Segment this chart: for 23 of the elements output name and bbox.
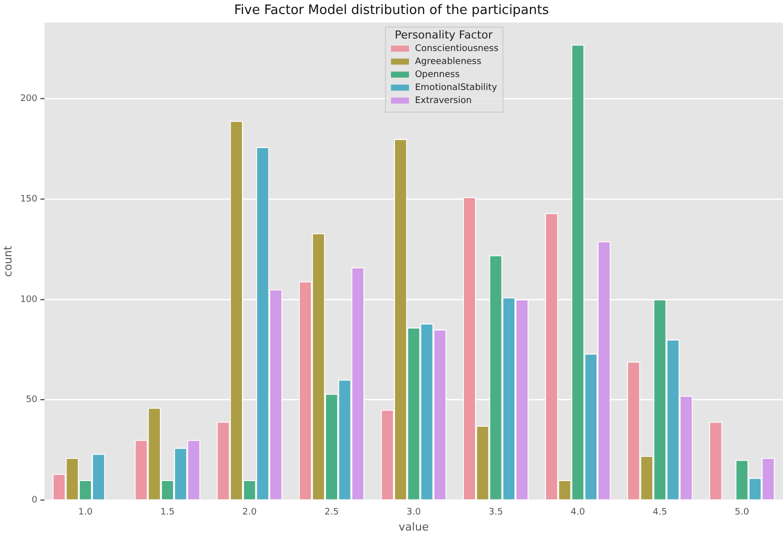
x-tick-label: 3.0 — [406, 508, 422, 518]
y-tick-label: 0 — [32, 495, 38, 506]
x-tick-label: 1.0 — [78, 508, 93, 518]
legend-title: Personality Factor — [394, 28, 494, 42]
x-tick-label: 1.5 — [160, 508, 175, 518]
legend-label: Openness — [414, 70, 460, 80]
chart-title: Five Factor Model distribution of the participants — [234, 3, 550, 18]
y-tick-label: 150 — [20, 194, 38, 204]
legend-label: EmotionalStability — [414, 82, 498, 93]
x-tick-label: 2.0 — [242, 508, 257, 518]
x-tick-label: 2.5 — [324, 508, 339, 518]
y-tick-label: 200 — [20, 94, 38, 104]
y-axis-title: count — [1, 245, 14, 277]
y-tick-label: 100 — [20, 294, 38, 305]
x-tick-label: 4.5 — [652, 508, 668, 518]
x-axis-title: value — [398, 520, 429, 534]
legend-label: Extraversion — [414, 96, 472, 106]
legend-label: Conscientiousness — [414, 44, 499, 54]
y-tick-label: 50 — [26, 395, 38, 406]
x-tick-label: 4.0 — [570, 508, 586, 518]
legend-label: Agreeableness — [414, 56, 482, 67]
x-tick-label: 3.5 — [488, 508, 503, 518]
x-tick-label: 5.0 — [734, 508, 750, 518]
